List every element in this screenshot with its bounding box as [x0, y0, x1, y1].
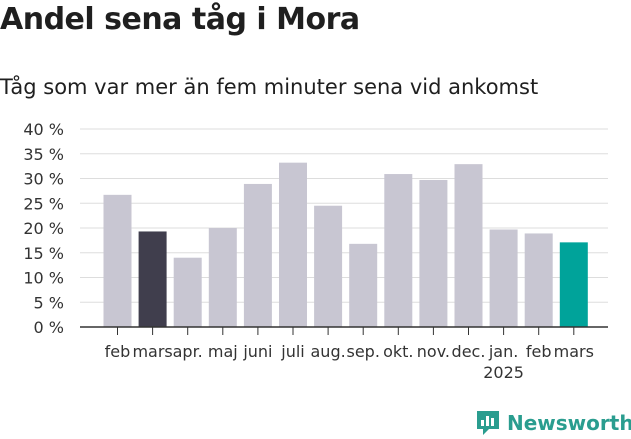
bar	[524, 233, 553, 327]
bar-chart: 0 %5 %10 %15 %20 %25 %30 %35 %40 %feb mar…	[23, 120, 608, 382]
y-tick-label: 25 %	[23, 194, 64, 213]
y-tick-label: 20 %	[23, 219, 64, 238]
bar	[559, 242, 588, 327]
y-tick-label: 0 %	[34, 318, 64, 337]
x-tick-label: dec.	[452, 342, 486, 361]
y-tick-label: 30 %	[23, 170, 64, 189]
x-tick-label: jan.	[488, 342, 518, 361]
x-tick-label: maj	[208, 342, 238, 361]
y-tick-label: 10 %	[23, 269, 64, 288]
y-tick-label: 15 %	[23, 244, 64, 263]
y-tick-label: 5 %	[34, 293, 64, 312]
x-tick-label: mars	[554, 342, 594, 361]
chart-subtitle: Tåg som var mer än fem minuter sena vid …	[0, 75, 539, 99]
newsworthy-logo: Newsworthy	[475, 407, 631, 439]
bar	[208, 228, 237, 327]
x-tick-label: okt.	[383, 342, 413, 361]
bar	[384, 174, 413, 327]
x-tick-label: feb	[105, 342, 131, 361]
x-tick-label: aug.	[311, 342, 346, 361]
brand-name: Newsworthy	[507, 411, 631, 435]
bar	[138, 231, 167, 327]
y-tick-label: 40 %	[23, 120, 64, 139]
y-tick-label: 35 %	[23, 145, 64, 164]
bar	[103, 194, 132, 327]
x-tick-label: apr.	[173, 342, 203, 361]
x-tick-label: juli	[280, 342, 304, 361]
x-tick-label: nov.	[417, 342, 450, 361]
bar	[314, 205, 343, 327]
newsworthy-icon	[477, 411, 499, 435]
bar	[243, 183, 272, 327]
bar	[349, 243, 378, 327]
bar	[454, 164, 483, 327]
x-tick-label: sep.	[346, 342, 379, 361]
x-year-label: 2025	[483, 363, 524, 382]
bar	[279, 162, 307, 327]
x-tick-label: mars	[132, 342, 172, 361]
bar	[489, 229, 518, 327]
x-tick-label: feb	[526, 342, 552, 361]
chart-title: Andel sena tåg i Mora	[0, 2, 360, 37]
x-tick-label: juni	[242, 342, 272, 361]
bar	[419, 179, 448, 327]
bar	[173, 257, 202, 327]
